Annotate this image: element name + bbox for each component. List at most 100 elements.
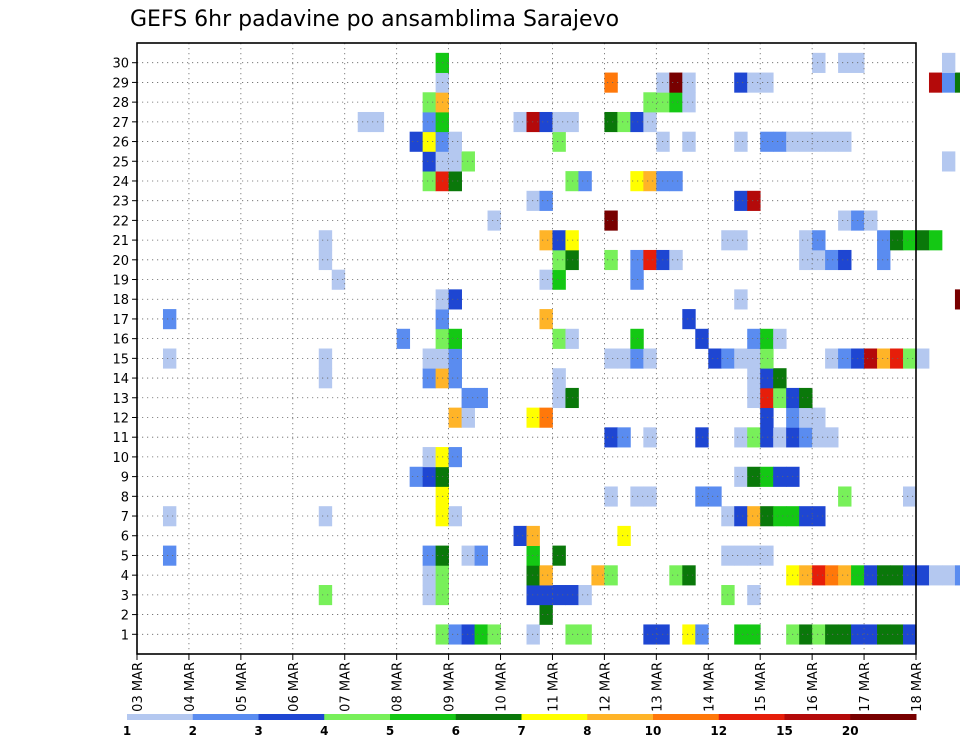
heatmap-cell	[578, 585, 592, 606]
heatmap-cell	[760, 427, 774, 448]
heatmap-cell	[734, 190, 748, 211]
heatmap-cell	[617, 427, 631, 448]
x-tick-label: 13 MAR	[650, 662, 665, 712]
legend-label: 5	[386, 724, 394, 738]
heatmap-cell	[643, 111, 657, 133]
heatmap-cell	[903, 565, 917, 586]
heatmap-cell	[357, 111, 372, 133]
heatmap-cell	[799, 387, 813, 409]
heatmap-cell	[539, 565, 553, 586]
y-tick-label: 14	[112, 372, 129, 387]
heatmap-cell	[461, 624, 475, 645]
heatmap-cell	[669, 72, 683, 93]
heatmap-cell	[669, 171, 683, 192]
heatmap-cell	[903, 486, 917, 507]
heatmap-cell	[604, 111, 618, 133]
heatmap-cell	[331, 269, 346, 290]
heatmap-cell	[799, 624, 813, 645]
heatmap-cell	[318, 368, 333, 389]
heatmap-cell	[838, 565, 852, 586]
heatmap-cell	[747, 387, 761, 409]
y-tick-label: 15	[112, 352, 129, 367]
x-tick-label: 18 MAR	[910, 662, 925, 712]
heatmap-cell	[747, 506, 761, 527]
heatmap-cell	[838, 486, 852, 507]
y-tick-label: 27	[112, 116, 129, 131]
heatmap-cell	[941, 151, 956, 172]
heatmap-cell	[941, 565, 956, 586]
heatmap-cell	[318, 585, 333, 606]
heatmap-cell	[734, 348, 748, 369]
heatmap-cell	[812, 506, 826, 527]
heatmap-cell	[422, 545, 437, 566]
legend-swatch	[784, 714, 851, 720]
y-tick-label: 11	[112, 431, 129, 446]
heatmap-cell	[903, 230, 917, 251]
x-tick-label: 04 MAR	[183, 662, 198, 712]
y-tick-label: 16	[112, 333, 129, 348]
heatmap-cell	[318, 506, 333, 527]
heatmap-cell	[734, 289, 748, 310]
heatmap-cell	[422, 585, 437, 606]
heatmap-cell	[734, 427, 748, 448]
legend-swatch	[192, 714, 259, 720]
legend-label: 12	[710, 724, 727, 738]
heatmap-cell	[552, 249, 566, 271]
heatmap-cell	[162, 545, 177, 566]
heatmap-cell	[838, 348, 852, 369]
heatmap-cell	[890, 348, 904, 369]
heatmap-cell	[812, 131, 826, 152]
heatmap-cell	[747, 545, 761, 566]
heatmap-cell	[422, 466, 437, 487]
heatmap-cell	[448, 447, 462, 468]
heatmap-cell	[773, 131, 787, 152]
legend-swatch	[258, 714, 325, 720]
heatmap-cell	[734, 230, 748, 251]
heatmap-cell	[552, 387, 566, 409]
heatmap-cell	[669, 92, 683, 113]
heatmap-cell	[799, 427, 813, 448]
legend-label: 2	[189, 724, 197, 738]
heatmap-cell	[773, 368, 787, 389]
heatmap-cell	[864, 348, 878, 369]
heatmap-cell	[825, 131, 839, 152]
heatmap-cell	[422, 447, 437, 468]
x-tick-label: 06 MAR	[287, 662, 302, 712]
heatmap-cell	[838, 210, 852, 231]
y-tick-label: 23	[112, 195, 129, 210]
legend-swatch	[390, 714, 457, 720]
x-tick-label: 07 MAR	[339, 662, 354, 712]
heatmap-cell	[461, 151, 475, 172]
heatmap-cell	[422, 565, 437, 586]
heatmap-cell	[773, 466, 787, 487]
heatmap-cell	[578, 624, 592, 645]
heatmap-cell	[474, 545, 488, 566]
heatmap-cell	[760, 506, 774, 527]
heatmap-cell	[604, 427, 618, 448]
heatmap-cell	[890, 565, 904, 586]
heatmap-cell	[864, 624, 878, 645]
heatmap-cell	[422, 368, 437, 389]
legend-label: 1	[123, 724, 131, 738]
heatmap-cell	[552, 269, 566, 290]
y-tick-label: 30	[112, 57, 129, 72]
heatmap-cell	[734, 466, 748, 487]
legend-swatch	[653, 714, 720, 720]
heatmap-cell	[448, 506, 462, 527]
heatmap-cell	[825, 249, 839, 271]
heatmap-cell	[513, 111, 527, 133]
heatmap-cell	[162, 309, 177, 330]
legend-label: 15	[776, 724, 793, 738]
heatmap-cell	[448, 368, 462, 389]
heatmap-cell	[838, 249, 852, 271]
heatmap-cell	[799, 506, 813, 527]
y-tick-label: 7	[121, 510, 129, 525]
x-axis: 03 MAR 04 MAR 05 MAR 06 MAR 07 MAR 08 MAR 09 M…	[131, 654, 925, 712]
y-axis: 1234567891011121314151617181920212223242…	[112, 57, 137, 643]
heatmap-cell	[669, 565, 683, 586]
plot-frame	[136, 42, 917, 655]
heatmap-cell	[954, 565, 960, 586]
heatmap-cell	[812, 52, 826, 73]
heatmap-cell	[799, 230, 813, 251]
heatmap-cell	[552, 131, 566, 152]
